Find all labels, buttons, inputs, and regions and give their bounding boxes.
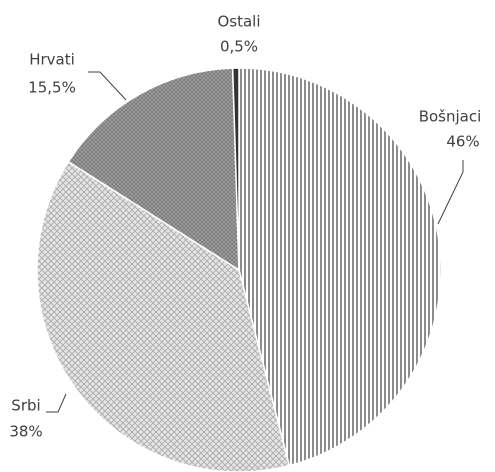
pie-slice bbox=[67, 67, 240, 272]
pie-slice bbox=[238, 67, 442, 467]
value-label: 0,5% bbox=[220, 38, 258, 56]
value-label: 38% bbox=[9, 423, 42, 441]
category-label: Srbi bbox=[11, 397, 40, 415]
value-label: 15,5% bbox=[28, 79, 76, 97]
pie bbox=[36, 67, 442, 472]
leader-line bbox=[88, 71, 127, 101]
labels: Bošnjaci 46% Srbi 38% Hrvati 15,5% Ostali 0,5% bbox=[9, 13, 481, 441]
category-label: Bošnjaci bbox=[419, 108, 482, 126]
category-label: Hrvati bbox=[29, 51, 75, 69]
value-label: 46% bbox=[446, 133, 479, 151]
pie-slice bbox=[231, 67, 240, 271]
leader-line bbox=[437, 160, 464, 225]
pie-slice bbox=[36, 160, 291, 472]
leader-line bbox=[46, 393, 67, 413]
category-label: Ostali bbox=[217, 13, 260, 31]
leader-lines bbox=[46, 71, 464, 413]
